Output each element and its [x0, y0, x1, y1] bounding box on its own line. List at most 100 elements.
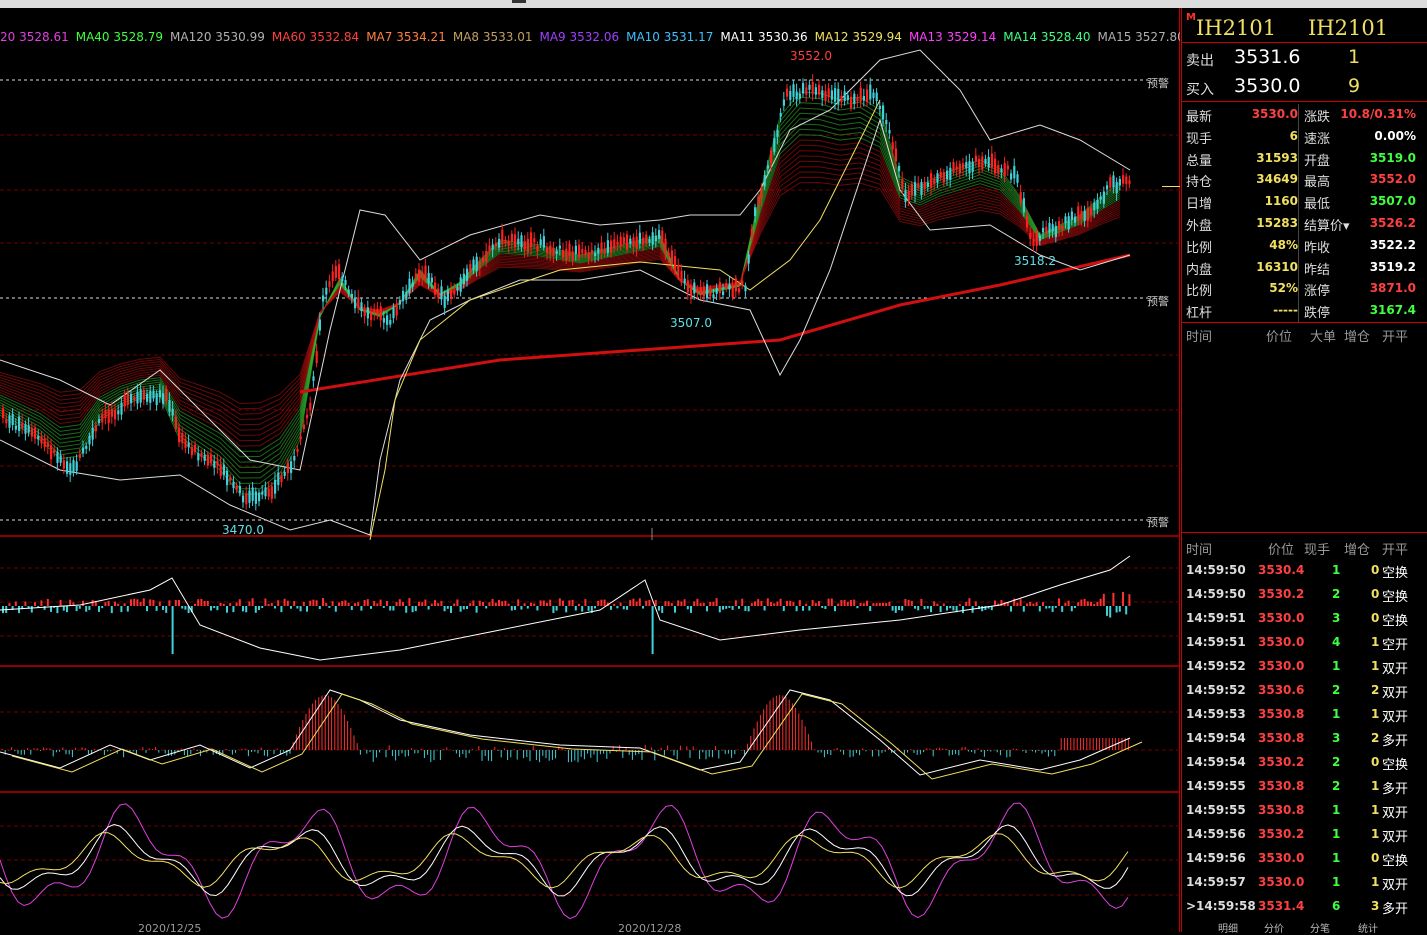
candle [331, 271, 334, 282]
volume-bar [696, 598, 699, 606]
tick-row[interactable]: 14:59:56 3530.0 1 0 空换 [1182, 846, 1427, 870]
candle [184, 438, 187, 449]
candle [616, 241, 619, 245]
volume-bar [232, 606, 235, 613]
tick-row[interactable]: 14:59:50 3530.4 1 0 空换 [1182, 558, 1427, 582]
volume-bar [171, 606, 174, 654]
volume-bar [184, 606, 187, 610]
volume-bar [731, 606, 734, 610]
volume-bar [587, 606, 590, 611]
candle [430, 277, 433, 283]
tick-volume: 1 [1332, 658, 1341, 673]
volume-bar [946, 606, 948, 611]
ma-legend-item: MA11 3530.36 [720, 30, 808, 44]
tab-price[interactable]: 分价 [1264, 924, 1284, 935]
volume-bar [290, 606, 292, 609]
tick-type: 空换 [1382, 757, 1409, 773]
candle [530, 232, 533, 248]
tick-row[interactable]: 14:59:56 3530.2 1 1 双开 [1182, 822, 1427, 846]
candle [194, 444, 197, 453]
volume-bar [738, 606, 740, 609]
tick-row[interactable]: 14:59:52 3530.6 2 2 双开 [1182, 678, 1427, 702]
stats-row: 日增 1160 最低 3507.0 [1182, 191, 1427, 214]
candle [27, 425, 30, 433]
chart-area[interactable]: 20 3528.61 MA40 3528.79 MA120 3530.99 MA60 … [0, 0, 1180, 932]
candle [1010, 173, 1013, 180]
volume-bar [1099, 598, 1102, 606]
volume-bar [933, 601, 936, 606]
sell-label: 卖出 [1186, 53, 1214, 69]
tab-tick[interactable]: 分笔 [1310, 924, 1330, 935]
candle [728, 284, 731, 290]
buy-row[interactable]: 买入 3530.0 9 [1182, 72, 1427, 101]
tick-price: 3530.8 [1258, 730, 1305, 745]
tick-row[interactable]: 14:59:51 3530.0 4 1 空开 [1182, 630, 1427, 654]
candle [958, 163, 961, 174]
tick-type: 双开 [1382, 685, 1409, 701]
candle [674, 256, 677, 271]
tick-row[interactable]: 14:59:52 3530.0 1 1 双开 [1182, 654, 1427, 678]
tick-row[interactable]: >14:59:58 3531.4 6 3 多开 [1182, 894, 1427, 918]
tick-row[interactable]: 14:59:54 3530.8 3 2 多开 [1182, 726, 1427, 750]
candle [670, 250, 673, 265]
volume-bar [834, 606, 836, 612]
tick-row[interactable]: 14:59:53 3530.8 1 1 双开 [1182, 702, 1427, 726]
volume-bar [203, 601, 206, 606]
volume-bar [1029, 601, 1032, 606]
stats-divider [1298, 104, 1299, 126]
candle [782, 99, 785, 106]
volume-bar [718, 606, 721, 613]
tab-stats[interactable]: 统计 [1358, 924, 1378, 935]
sell-row[interactable]: 卖出 3531.6 1 [1182, 43, 1427, 72]
volume-bar [1035, 602, 1038, 606]
tick-row[interactable]: 14:59:51 3530.0 3 0 空换 [1182, 606, 1427, 630]
stat-value: 3526.2 [1369, 215, 1416, 230]
volume-bar [872, 603, 875, 606]
tick-row[interactable]: 14:59:54 3530.2 2 0 空换 [1182, 750, 1427, 774]
candle [5, 419, 8, 424]
volume-bar [1106, 606, 1108, 616]
volume-bar [462, 606, 465, 610]
volume-bar [667, 601, 670, 606]
band-line [0, 49, 1131, 471]
tick-price: 3530.4 [1258, 562, 1305, 577]
date-label-1: 2020/12/25 [138, 922, 202, 932]
volume-bar [760, 600, 763, 606]
candle [206, 454, 209, 466]
candle [200, 453, 203, 457]
tick-row[interactable]: 14:59:55 3530.8 2 1 多开 [1182, 774, 1427, 798]
volume-bar [46, 598, 49, 606]
candle [434, 282, 437, 295]
high-price-label: 3552.0 [790, 49, 832, 63]
contract-code-right[interactable]: IH2101 [1308, 16, 1389, 40]
contract-title: M IH2101 IH2101 [1182, 8, 1427, 43]
candle [40, 436, 43, 444]
volume-bar [62, 606, 65, 611]
candle [149, 390, 152, 403]
stat-value: 6 [1289, 128, 1298, 143]
volume-bar [779, 598, 782, 606]
tick-row[interactable]: 14:59:57 3530.0 1 1 双开 [1182, 870, 1427, 894]
volume-bar [1042, 602, 1044, 606]
tab-detail[interactable]: 明细 [1218, 924, 1238, 935]
candle [651, 232, 654, 245]
kline-svg[interactable] [0, 0, 1180, 932]
stat-label[interactable]: 结算价▾ [1304, 218, 1350, 234]
candle [411, 282, 414, 287]
candle [552, 247, 555, 256]
contract-code-left[interactable]: IH2101 [1196, 16, 1277, 40]
ticks-body[interactable]: 14:59:50 3530.4 1 0 空换 14:59:50 3530.2 2 0 空换 14:5… [1182, 558, 1427, 918]
tick-row[interactable]: 14:59:50 3530.2 2 0 空换 [1182, 582, 1427, 606]
volume-bar [37, 606, 40, 608]
tick-row[interactable]: 14:59:55 3530.8 1 1 双开 [1182, 798, 1427, 822]
volume-bar [309, 600, 312, 606]
candle [1019, 192, 1022, 203]
candle [654, 236, 657, 242]
volume-bar [347, 602, 350, 606]
volume-bar [197, 599, 200, 606]
volume-bar [418, 601, 420, 606]
stat-label: 持仓 [1186, 175, 1213, 191]
volume-bar [213, 606, 216, 609]
candle [389, 319, 392, 325]
drag-handle[interactable] [512, 0, 526, 3]
